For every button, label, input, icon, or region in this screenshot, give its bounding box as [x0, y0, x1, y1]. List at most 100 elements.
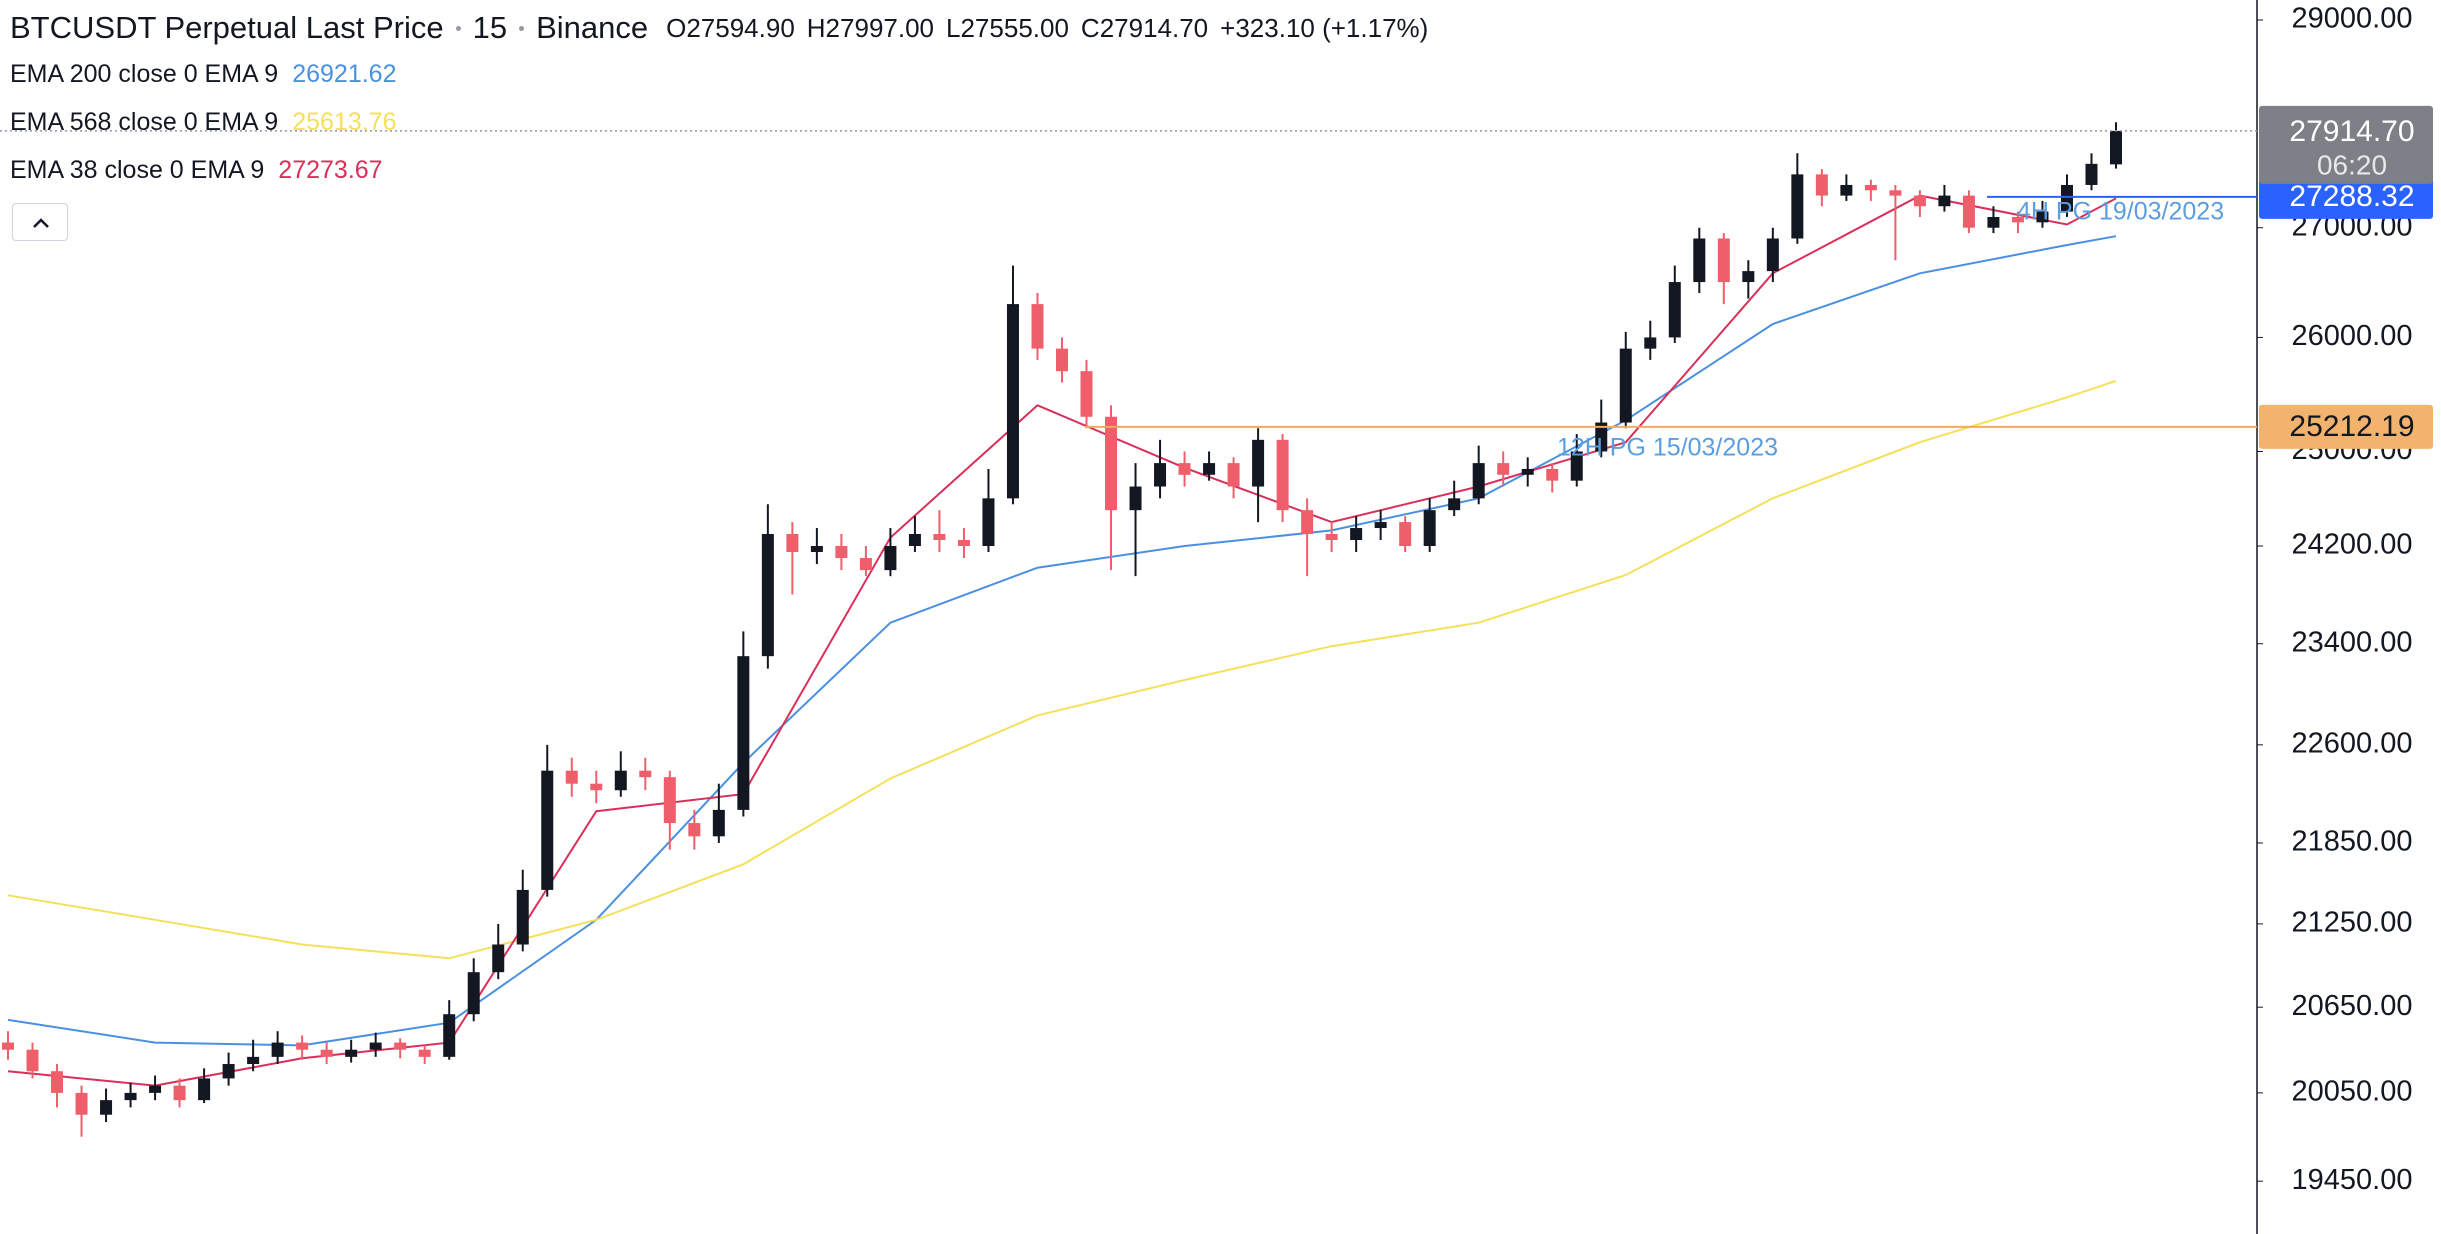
candle-body [1595, 422, 1608, 452]
candle-body [1644, 337, 1657, 349]
candle-body [1399, 522, 1412, 546]
candle-body [100, 1100, 113, 1115]
candle-body [810, 545, 823, 553]
level-label: 12H PG 15/03/2023 [1557, 433, 1778, 461]
candle-body [1301, 510, 1314, 535]
price-badge-label: 25212.19 [2289, 410, 2414, 443]
candle-body [2085, 163, 2098, 185]
candle-body [1987, 216, 2000, 228]
legend-value: 27273.67 [278, 156, 383, 184]
separator [455, 25, 461, 31]
candle-body [345, 1049, 358, 1057]
candle-body [394, 1042, 407, 1050]
y-tick-label: 29000.00 [2292, 3, 2413, 35]
price-badge [2259, 404, 2433, 449]
candle-body [1497, 463, 1510, 475]
candle-body [1619, 348, 1632, 423]
candle-body [418, 1049, 431, 1057]
price-badge [2259, 174, 2433, 219]
price-badge-label: 27288.32 [2289, 180, 2414, 213]
candle-body [2011, 216, 2024, 223]
candle-body [492, 944, 505, 973]
y-tick-label: 23400.00 [2292, 626, 2413, 658]
candle-body [1423, 510, 1436, 546]
candle-body [614, 770, 627, 791]
candle-body [2, 1042, 14, 1050]
candle-body [247, 1056, 260, 1065]
ohlc-value: C27914.70 [1080, 12, 1209, 43]
candle-body [933, 534, 946, 540]
candle-body [1938, 195, 1951, 207]
ohlc-value: O27594.90 [666, 12, 795, 43]
candle-body [541, 770, 554, 890]
candle-body [590, 783, 603, 791]
candle-body [320, 1049, 333, 1057]
candle-body [1203, 463, 1216, 475]
ema-line [7, 379, 2117, 960]
candle-body [1227, 463, 1240, 487]
candle-body [75, 1092, 88, 1115]
candle-body [688, 823, 701, 837]
candle-body [198, 1078, 211, 1101]
candle-body [1325, 534, 1338, 540]
y-tick-label: 21250.00 [2292, 907, 2413, 939]
legend-name: EMA 38 close 0 EMA 9 [10, 156, 265, 184]
candle-body [1056, 348, 1068, 372]
candle-body [1472, 463, 1485, 499]
last-price-badge [2259, 105, 2433, 184]
candle-body [1252, 439, 1265, 487]
candle-body [296, 1042, 309, 1050]
ohlc-value: H27997.00 [806, 12, 935, 43]
candle-body [173, 1085, 186, 1101]
candle-body [2060, 184, 2073, 212]
candle-body [26, 1049, 39, 1072]
candle-body [1962, 195, 1975, 228]
chevron-icon [33, 218, 49, 228]
candle-body [1766, 238, 1779, 272]
candle-body [1031, 304, 1044, 349]
candle-body [712, 809, 725, 837]
legend-entry: EMA 38 close 0 EMA 9 27273.67 [10, 156, 383, 185]
candle-body [2036, 211, 2049, 223]
header: BTCUSDT Perpetual Last Price 15 Binance … [10, 10, 1428, 46]
legend-name: EMA 568 close 0 EMA 9 [10, 108, 279, 136]
legend-entry: EMA 568 close 0 EMA 9 25613.76 [10, 108, 396, 137]
ohlc-value: L27555.00 [946, 12, 1069, 43]
candle-body [1889, 190, 1902, 196]
candle-body [51, 1071, 64, 1093]
candle-body [1815, 174, 1828, 196]
symbol-title: BTCUSDT Perpetual Last Price [10, 10, 444, 45]
legend-name: EMA 200 close 0 EMA 9 [10, 60, 279, 88]
collapse-button[interactable] [12, 203, 68, 241]
candle-body [1864, 184, 1877, 191]
legend-entry: EMA 200 close 0 EMA 9 26921.62 [10, 60, 396, 89]
exchange: Binance [536, 10, 649, 45]
candle-body [957, 539, 970, 546]
candle-body [663, 777, 676, 824]
y-tick-label: 22600.00 [2292, 728, 2413, 760]
legend-value: 26921.62 [292, 60, 397, 88]
candle-body [124, 1092, 137, 1101]
candle-body [1105, 416, 1118, 511]
candle-body [443, 1014, 456, 1057]
candle-body [761, 534, 774, 657]
ohlc-value: +323.10 (+1.17%) [1220, 12, 1429, 43]
candle-body [1742, 271, 1755, 283]
candle-body [1080, 371, 1093, 417]
candle-body [1693, 238, 1706, 283]
ema-line [7, 194, 2117, 1087]
candle-body [2110, 130, 2122, 165]
candle-body [1350, 528, 1363, 540]
y-tick-label: 21850.00 [2292, 826, 2413, 858]
y-tick-label: 19450.00 [2292, 1164, 2413, 1196]
candle-body [271, 1042, 284, 1057]
candle-body [1791, 174, 1804, 239]
countdown-label: 06:20 [2317, 149, 2387, 180]
candle-body [1006, 304, 1019, 499]
interval: 15 [472, 10, 508, 45]
legend-value: 25613.76 [292, 108, 397, 136]
candle-body [835, 545, 848, 559]
candle-body [1840, 184, 1853, 196]
